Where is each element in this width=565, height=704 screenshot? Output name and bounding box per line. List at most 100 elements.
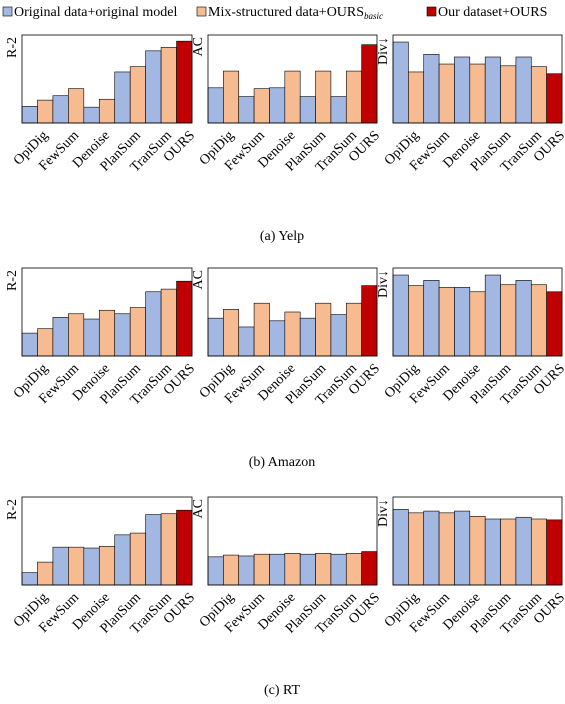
bar — [408, 512, 425, 586]
bar — [98, 545, 116, 586]
bar — [530, 284, 547, 357]
y-axis-label: Div↓ — [376, 37, 391, 65]
bar — [145, 50, 162, 124]
bar — [392, 509, 409, 586]
bar — [454, 510, 471, 586]
bar — [546, 291, 563, 357]
bar — [83, 106, 100, 124]
bar — [438, 287, 455, 357]
y-axis-label: R-2 — [5, 37, 20, 58]
bar — [500, 65, 517, 124]
caption: (b) Amazon — [249, 455, 315, 470]
bar — [361, 285, 378, 357]
bar — [484, 274, 501, 357]
legend-swatch — [196, 6, 207, 17]
bar — [21, 105, 38, 124]
y-axis-label: R-2 — [5, 270, 20, 291]
bar — [484, 518, 501, 586]
caption: (c) RT — [264, 683, 301, 698]
plot-frame — [392, 267, 563, 357]
bar — [269, 87, 286, 124]
bar — [52, 95, 69, 124]
bar — [484, 56, 501, 124]
bar — [238, 96, 255, 124]
bar — [546, 519, 563, 586]
bar — [129, 532, 146, 586]
y-axis-label: AC — [191, 270, 206, 289]
bar — [315, 70, 332, 124]
bar — [68, 88, 85, 124]
bar — [515, 516, 532, 586]
bar — [68, 313, 85, 357]
bar — [392, 274, 409, 357]
legend-swatch — [2, 6, 13, 17]
y-axis-label: AC — [191, 37, 206, 56]
bar — [114, 534, 131, 586]
bar — [98, 309, 116, 357]
bar — [299, 553, 316, 586]
bar — [207, 556, 224, 586]
bar — [454, 287, 471, 357]
plot-frame — [207, 267, 378, 357]
bar — [37, 561, 54, 586]
bar — [500, 284, 517, 357]
bar — [52, 316, 69, 357]
bar — [408, 71, 425, 124]
bar — [21, 572, 38, 586]
legend-label: Our dataset+OURS — [438, 5, 547, 20]
bar — [392, 41, 409, 124]
bar — [253, 302, 270, 357]
bar — [438, 512, 455, 586]
bar — [207, 87, 224, 124]
plot-frame — [21, 496, 193, 586]
bar — [160, 513, 177, 586]
bar — [114, 313, 131, 357]
bar — [52, 546, 69, 586]
bar — [423, 280, 440, 357]
bar — [438, 63, 455, 124]
bar — [238, 326, 255, 357]
plot-frame — [207, 496, 378, 586]
bar — [515, 56, 532, 124]
bar — [269, 320, 286, 357]
bar — [83, 318, 100, 357]
bar — [345, 70, 362, 124]
bar — [515, 280, 532, 357]
caption: (a) Yelp — [260, 229, 304, 244]
bar — [530, 518, 547, 586]
bar — [423, 510, 440, 586]
plot-frame — [392, 34, 563, 124]
bar — [223, 554, 240, 586]
y-axis-label: R-2 — [5, 499, 20, 520]
bar — [315, 302, 332, 357]
legend-name: Our dataset+OURS — [438, 5, 547, 20]
bar — [176, 40, 193, 124]
bar — [269, 553, 286, 586]
bar — [238, 555, 255, 586]
bar — [345, 553, 362, 586]
bar — [299, 317, 316, 357]
plot-frame — [21, 34, 193, 124]
bar — [454, 56, 471, 124]
bar — [145, 514, 162, 586]
plot-frame — [392, 496, 563, 586]
bar — [176, 509, 193, 586]
legend-swatch — [426, 6, 437, 17]
legend-label: Original data+original model — [14, 5, 178, 20]
bar — [83, 547, 100, 586]
bar — [37, 328, 54, 357]
bar — [253, 553, 270, 586]
bar — [284, 70, 301, 124]
bar — [408, 285, 425, 357]
y-axis-label: Div↓ — [376, 270, 391, 298]
bar — [315, 553, 332, 586]
bar — [253, 88, 270, 124]
bar — [129, 307, 146, 357]
bar — [330, 553, 347, 586]
bar — [284, 311, 301, 357]
legend-label: Mix-structured data+OURSbasic — [208, 5, 383, 21]
bar — [423, 54, 440, 124]
bar — [361, 44, 378, 124]
legend-subscript: basic — [364, 11, 383, 21]
